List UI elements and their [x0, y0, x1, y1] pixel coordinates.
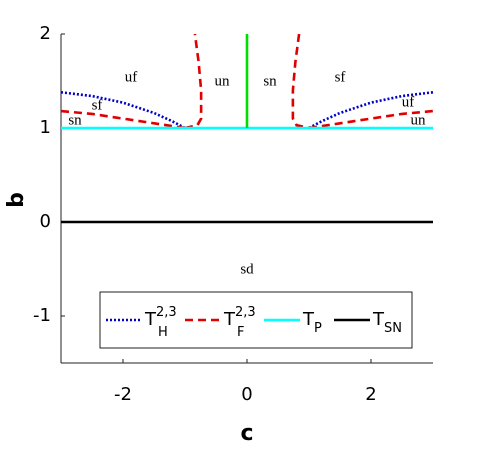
y-tick-label: 1 [40, 117, 51, 138]
legend-superscript: 2,3 [156, 305, 177, 320]
y-tick-label: 0 [40, 211, 51, 232]
region-label: uf [402, 94, 415, 110]
legend-subscript: P [314, 321, 322, 336]
y-tick-label: -1 [33, 305, 51, 326]
region-label: sf [92, 97, 103, 113]
legend-subscript: F [237, 325, 244, 340]
y-tick-label: 2 [40, 23, 51, 44]
legend-label: TSN [372, 309, 402, 336]
legend-superscript: 2,3 [235, 305, 256, 320]
legend-name: T [372, 309, 385, 330]
region-label: sf [335, 69, 346, 85]
y-axis-label: b [4, 192, 29, 208]
region-label: sn [263, 73, 277, 89]
legend-label: TP [302, 309, 322, 336]
legend-label: T2,3 F [223, 305, 256, 340]
x-tick-label: 0 [241, 384, 252, 405]
legend-name: T [223, 309, 236, 330]
series-line [60, 33, 434, 130]
legend-subscript: SN [384, 321, 402, 336]
series-line [60, 90, 434, 130]
region-label: sd [240, 261, 254, 277]
x-axis-label: c [240, 421, 253, 446]
x-tick-label: -2 [114, 384, 132, 405]
legend-label: T2,3 H [144, 305, 177, 340]
region-label: un [411, 112, 427, 128]
legend-subscript: H [158, 325, 168, 340]
legend-name: T [302, 309, 315, 330]
legend-name: T [144, 309, 157, 330]
region-label: un [215, 73, 231, 89]
x-tick-label: 2 [365, 384, 376, 405]
region-label: uf [125, 69, 138, 85]
region-label: sn [68, 112, 82, 128]
